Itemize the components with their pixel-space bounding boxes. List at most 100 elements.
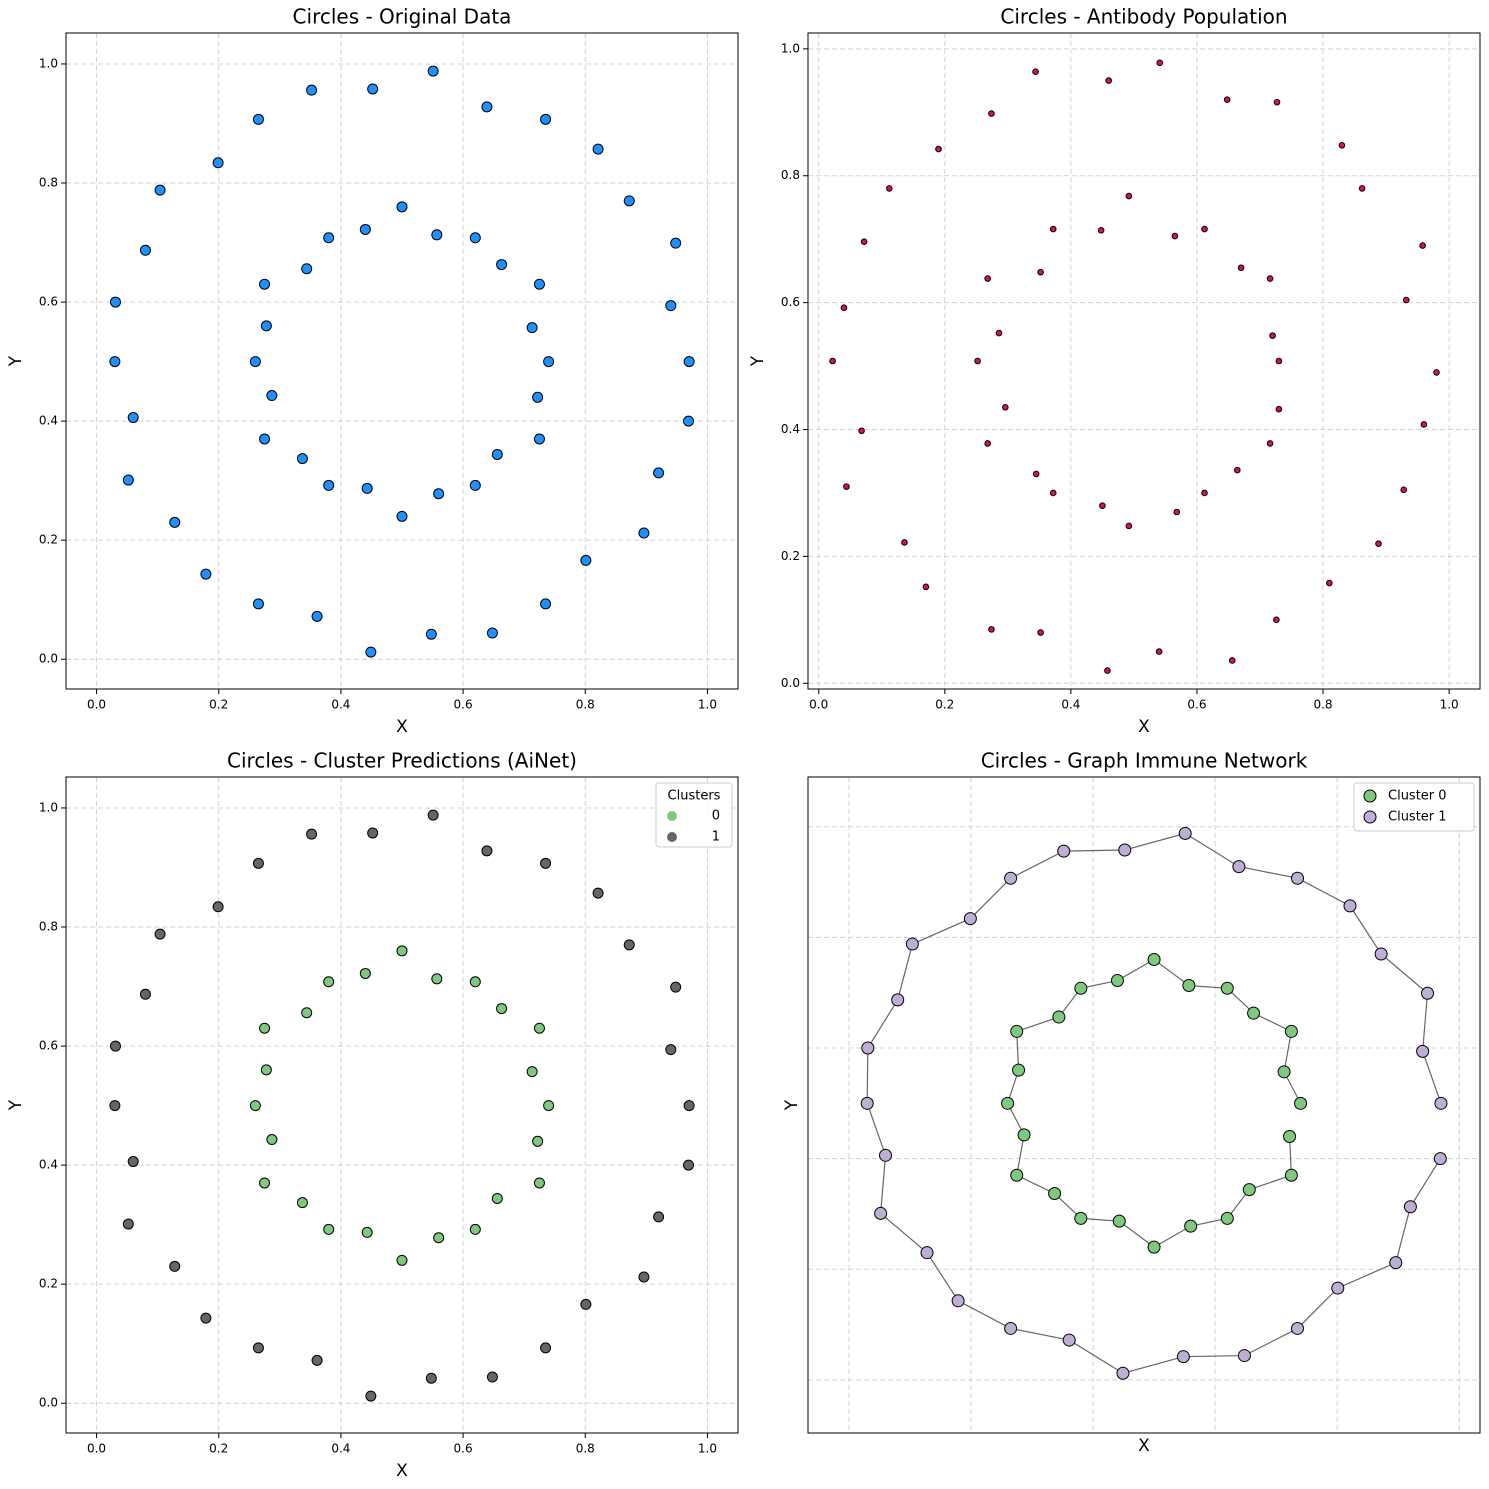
network-node — [1004, 1321, 1018, 1335]
scatter-point — [469, 232, 481, 244]
scatter-point — [361, 482, 373, 494]
legend-marker — [1363, 810, 1377, 824]
y-tick-label: 1.0 — [781, 41, 800, 55]
plot-frame — [807, 32, 1481, 690]
scatter-point — [431, 973, 443, 985]
x-tick-label: 0.8 — [1313, 698, 1332, 712]
legend-label: Cluster 0 — [1388, 789, 1447, 804]
network-node — [1178, 826, 1192, 840]
y-tick-label: 0.8 — [781, 168, 800, 182]
scatter-point — [1104, 667, 1111, 674]
scatter-point — [249, 356, 261, 368]
y-tick-label: 0.2 — [39, 1277, 58, 1291]
scatter-point — [1156, 59, 1164, 67]
x-tick-label: 1.0 — [698, 698, 717, 712]
scatter-point — [665, 1044, 677, 1056]
scatter-point — [1273, 98, 1281, 106]
scatter-point — [365, 646, 377, 658]
scatter-point — [829, 357, 836, 365]
network-node — [1074, 1211, 1088, 1225]
scatter-point — [427, 65, 439, 77]
legend-marker — [1363, 789, 1377, 803]
network-node — [1343, 899, 1357, 913]
network-node — [874, 1206, 888, 1220]
network-node — [1001, 1096, 1015, 1110]
scatter-point — [481, 101, 493, 113]
scatter-point — [1375, 540, 1382, 548]
network-node — [1017, 1128, 1031, 1142]
scatter-point — [469, 976, 481, 988]
network-node — [1184, 1219, 1198, 1233]
legend-box — [1353, 782, 1475, 832]
scatter-point — [259, 1177, 271, 1189]
network-node — [1176, 1350, 1190, 1364]
scatter-point — [260, 1064, 272, 1076]
x-tick-label: 0.6 — [454, 698, 473, 712]
x-tick-label: 0.2 — [209, 1442, 228, 1456]
scatter-point — [974, 357, 981, 365]
network-node — [1331, 1281, 1345, 1295]
network-node — [1374, 947, 1388, 961]
scatter-point — [1049, 489, 1057, 497]
chart-title: Circles - Graph Immune Network — [981, 749, 1308, 773]
scatter-point — [532, 1135, 544, 1147]
scatter-point — [367, 83, 379, 95]
scatter-point — [491, 1192, 503, 1204]
x-tick-label: 0.8 — [576, 698, 595, 712]
chart-title: Circles - Antibody Population — [1000, 5, 1287, 29]
scatter-point — [122, 1218, 134, 1230]
scatter-point — [935, 145, 942, 153]
x-tick-label: 1.0 — [1440, 698, 1459, 712]
scatter-point — [212, 901, 224, 913]
scatter-point — [533, 278, 545, 290]
y-tick-label: 1.0 — [39, 800, 58, 814]
scatter-point — [154, 184, 166, 196]
network-node — [1052, 1010, 1066, 1024]
scatter-point — [127, 1156, 139, 1168]
scatter-point — [1402, 296, 1410, 304]
scatter-point — [638, 527, 650, 539]
network-node — [951, 1294, 965, 1308]
scatter-point — [266, 390, 278, 402]
scatter-point — [259, 433, 271, 445]
legend-label: 0 — [712, 809, 720, 824]
scatter-point — [1002, 404, 1009, 411]
network-node — [879, 1148, 893, 1162]
scatter-point — [396, 1254, 408, 1266]
network-node — [1232, 860, 1246, 874]
scatter-point — [533, 1022, 545, 1034]
scatter-point — [840, 304, 848, 312]
scatter-point — [425, 1372, 437, 1384]
scatter-point — [860, 238, 868, 246]
network-node — [1403, 1200, 1417, 1214]
network-node — [1182, 979, 1196, 993]
network-node — [905, 937, 919, 951]
network-node — [1421, 986, 1435, 1000]
scatter-point — [1037, 268, 1044, 276]
scatter-point — [1105, 77, 1112, 84]
scatter-point — [1419, 242, 1426, 249]
y-tick-label: 0.4 — [781, 422, 800, 436]
scatter-point — [543, 356, 555, 368]
network-node — [1283, 1130, 1297, 1144]
x-tick-label: 0.4 — [331, 698, 350, 712]
scatter-point — [109, 356, 121, 368]
scatter-point — [526, 322, 538, 334]
scatter-point — [496, 1003, 508, 1015]
y-tick-label: 0.4 — [39, 1158, 58, 1172]
y-tick-label: 0.6 — [39, 1039, 58, 1053]
scatter-point — [623, 195, 635, 207]
x-tick-label: 0.2 — [935, 698, 954, 712]
scatter-point — [252, 857, 264, 869]
scatter-point — [109, 1040, 121, 1052]
network-node — [861, 1041, 875, 1055]
network-edges — [1006, 958, 1302, 1248]
network-node — [1291, 1321, 1305, 1335]
scatter-point — [665, 300, 677, 312]
scatter-point — [526, 1066, 538, 1078]
scatter-point — [433, 1232, 445, 1244]
scatter-point — [1266, 275, 1274, 282]
scatter-point — [139, 244, 151, 256]
scatter-point — [1228, 657, 1236, 664]
